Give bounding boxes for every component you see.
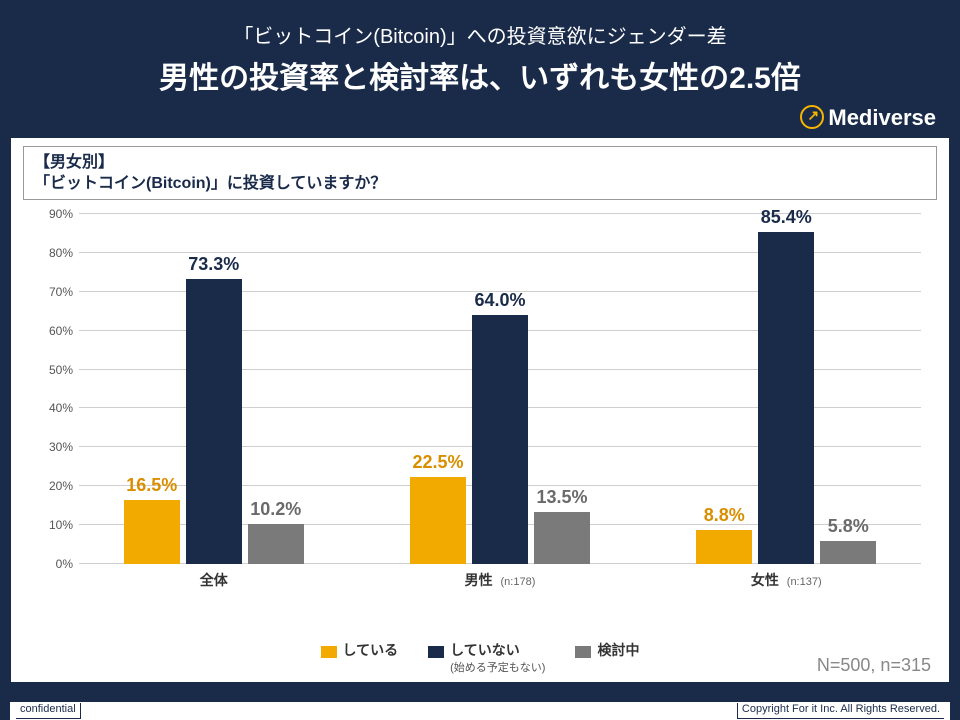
y-tick-label: 70% <box>29 285 73 299</box>
y-tick-label: 50% <box>29 363 73 377</box>
y-tick-label: 10% <box>29 518 73 532</box>
bar-value-label: 10.2% <box>226 499 326 520</box>
legend: している していない(始める予定もない) 検討中 <box>11 643 949 674</box>
x-category-label: 全体 <box>200 570 228 590</box>
x-category-label: 女性 (n:137) <box>751 570 822 590</box>
brand: Mediverse <box>0 105 960 137</box>
footer: confidential Copyright For it Inc. All R… <box>10 702 950 720</box>
footer-left: confidential <box>16 703 81 719</box>
question-line1: 【男女別】 <box>34 153 926 174</box>
bar-value-label: 85.4% <box>736 207 836 228</box>
main-title: 男性の投資率と検討率は、いずれも女性の2.5倍 <box>30 53 930 97</box>
y-tick-label: 20% <box>29 479 73 493</box>
bar <box>758 232 814 564</box>
bar <box>820 541 876 564</box>
footer-right: Copyright For it Inc. All Rights Reserve… <box>737 703 944 719</box>
header: 「ビットコイン(Bitcoin)」への投資意欲にジェンダー差 男性の投資率と検討… <box>0 0 960 105</box>
legend-label: している <box>343 643 399 658</box>
legend-swatch <box>428 646 444 658</box>
x-category-label: 男性 (n:178) <box>465 570 536 590</box>
bar-value-label: 73.3% <box>164 254 264 275</box>
legend-item: 検討中 <box>575 643 639 674</box>
brand-name: Mediverse <box>828 105 936 130</box>
chart-panel: 【男女別】 「ビットコイン(Bitcoin)」に投資していますか？ 0% 10% 2… <box>10 137 950 683</box>
brand-arrow-icon <box>800 105 824 129</box>
bar <box>472 315 528 564</box>
bar <box>124 500 180 564</box>
question-line2: 「ビットコイン(Bitcoin)」に投資していますか？ <box>34 174 926 195</box>
y-tick-label: 80% <box>29 246 73 260</box>
y-tick-label: 30% <box>29 440 73 454</box>
sample-size: N=500, n=315 <box>817 655 931 676</box>
legend-swatch <box>575 646 591 658</box>
legend-swatch <box>321 646 337 658</box>
plot-area: 16.5%73.3%10.2%22.5%64.0%13.5%8.8%85.4%5… <box>79 214 921 564</box>
legend-label: 検討中 <box>597 643 639 658</box>
bar <box>534 512 590 565</box>
bar <box>248 524 304 564</box>
y-tick-label: 40% <box>29 401 73 415</box>
bar <box>186 279 242 564</box>
legend-label: していない(始める予定もない) <box>450 643 545 674</box>
bar-value-label: 64.0% <box>450 290 550 311</box>
legend-item: している <box>321 643 399 674</box>
legend-item: していない(始める予定もない) <box>428 643 545 674</box>
bar <box>410 477 466 565</box>
bar-value-label: 5.8% <box>798 516 898 537</box>
question-box: 【男女別】 「ビットコイン(Bitcoin)」に投資していますか？ <box>23 146 937 200</box>
bar-value-label: 13.5% <box>512 487 612 508</box>
y-tick-label: 90% <box>29 207 73 221</box>
bar <box>696 530 752 564</box>
chart-area: 0%10%20%30%40%50%60%70%80%90% 16.5%73.3%… <box>29 214 931 630</box>
y-tick-label: 0% <box>29 557 73 571</box>
y-tick-label: 60% <box>29 324 73 338</box>
subtitle: 「ビットコイン(Bitcoin)」への投資意欲にジェンダー差 <box>30 20 930 49</box>
